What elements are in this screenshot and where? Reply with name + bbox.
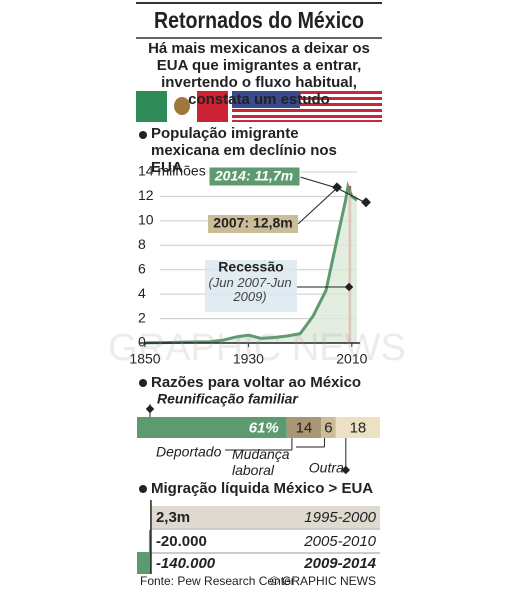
bullet [139, 131, 147, 139]
bullet [139, 485, 147, 493]
legend-label: Deportado [156, 444, 222, 460]
section-title: População imigrante mexicana em declínio… [151, 125, 337, 176]
recession-label: Recessão [218, 259, 283, 275]
x-tick-label: 1930 [233, 351, 264, 367]
value-label: 61% [249, 419, 279, 436]
annotation: 2014: 11,7m [214, 168, 293, 184]
area-fill [145, 186, 357, 343]
x-tick-label: 2010 [336, 351, 367, 367]
section-title: Migração líquida México > EUA [151, 480, 374, 497]
legend-label: Outra [309, 460, 344, 476]
bar-segment [137, 417, 287, 438]
subtitle: Há mais mexicanos a deixar os EUA que im… [148, 40, 370, 108]
diamond [341, 465, 351, 475]
bar [148, 530, 151, 552]
value-label: -140.000 [156, 555, 216, 572]
value-label: 6 [324, 419, 332, 436]
source: Fonte: Pew Research Center [140, 574, 295, 588]
us-flag [232, 91, 382, 122]
diamond [145, 404, 155, 414]
legend-label: Mudança laboral [232, 446, 290, 478]
diamond [361, 197, 371, 208]
leader [336, 187, 367, 204]
y-tick-label: 4 [138, 285, 146, 301]
category-label: 1995-2000 [304, 509, 376, 526]
y-tick-label: 12 [138, 187, 154, 203]
y-tick-label: 2 [138, 309, 146, 325]
y-tick-label: 6 [138, 260, 146, 276]
legend-label: Reunificação familiar [157, 391, 299, 407]
bar-segment [286, 417, 322, 438]
leader [299, 176, 338, 189]
leader [297, 187, 338, 225]
value-label: 2,3m [156, 509, 190, 526]
bar-segment [321, 417, 336, 438]
area-line [144, 181, 358, 345]
value-label: 18 [350, 419, 367, 436]
y-tick-label: 0 [138, 334, 146, 350]
annotation: 2007: 12,8m [213, 215, 292, 231]
annotation-box [208, 166, 301, 187]
recession-period: (Jun 2007-Jun 2009) [208, 275, 292, 304]
value-label: -20.000 [156, 533, 207, 550]
title: Retornados do México [154, 7, 364, 33]
recession-box [205, 260, 297, 312]
y-tick-label: 10 [138, 212, 154, 228]
y-tick-label: 14 milhões [138, 163, 206, 179]
bullet [139, 379, 147, 387]
y-tick-label: 8 [138, 236, 146, 252]
watermark: GRAPHIC NEWS [108, 327, 406, 369]
value-label: 14 [296, 419, 313, 436]
annotation-box [208, 215, 298, 233]
mexico-flag [136, 91, 228, 122]
credit: © GRAPHIC NEWS [270, 574, 376, 588]
section-title: Razões para voltar ao México [151, 374, 362, 391]
bar [150, 506, 380, 528]
bar-segment [335, 417, 380, 438]
category-label: 2009-2014 [303, 555, 376, 572]
bar [137, 552, 151, 574]
diamond [344, 282, 354, 292]
x-tick-label: 1850 [129, 351, 160, 367]
category-label: 2005-2010 [303, 533, 376, 550]
